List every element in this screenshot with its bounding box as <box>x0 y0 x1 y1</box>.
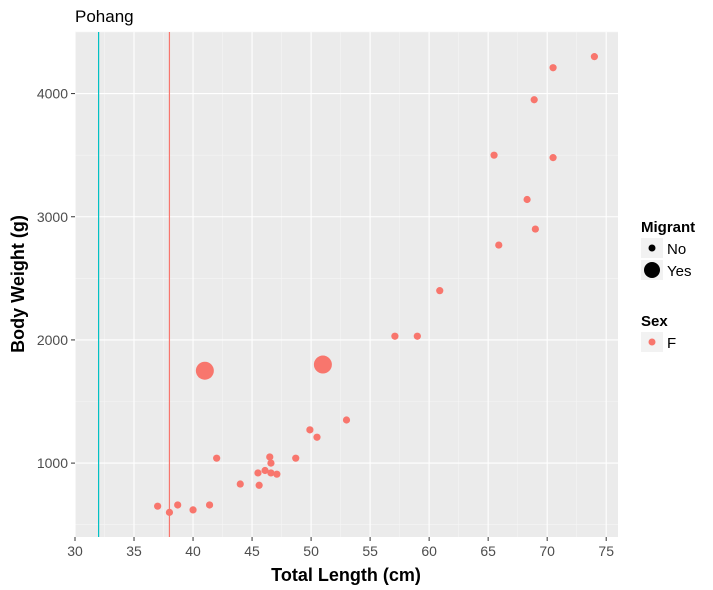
x-tick-label: 45 <box>244 543 260 559</box>
x-tick-label: 35 <box>126 543 142 559</box>
data-point <box>236 480 244 488</box>
data-point <box>523 195 531 204</box>
data-point <box>266 453 274 461</box>
data-point <box>267 469 275 477</box>
x-axis-ticks: 30 35 40 45 50 55 60 65 70 75 <box>67 537 614 559</box>
legend: Migrant No Yes Sex F <box>641 219 695 352</box>
data-point <box>530 96 538 104</box>
x-tick-label: 75 <box>598 543 614 559</box>
legend-migrant-title: Migrant <box>641 219 695 236</box>
x-tick-label: 30 <box>67 543 83 559</box>
legend-sex-title: Sex <box>641 313 668 330</box>
data-point <box>205 501 214 509</box>
data-point <box>531 225 539 233</box>
y-axis-ticks: 1000 2000 3000 4000 <box>37 86 75 471</box>
grid-minor-lines <box>75 31 618 537</box>
data-point <box>255 481 263 489</box>
grid-major-lines <box>74 32 618 537</box>
reference-lines <box>98 32 171 537</box>
x-tick-label: 50 <box>303 543 319 559</box>
x-axis-title: Total Length (cm) <box>271 565 421 585</box>
data-point <box>165 508 174 516</box>
y-axis-title: Body Weight (g) <box>8 215 28 353</box>
data-point <box>174 501 182 509</box>
legend-key-f <box>648 338 656 346</box>
data-point <box>154 502 162 510</box>
data-point <box>313 433 321 441</box>
y-tick-label: 1000 <box>37 455 68 471</box>
data-point <box>267 459 275 467</box>
data-point <box>213 454 221 462</box>
data-point <box>549 64 557 72</box>
data-point <box>391 332 399 340</box>
y-tick-label: 2000 <box>37 332 68 348</box>
plot-title: Pohang <box>75 7 134 26</box>
x-tick-label: 65 <box>480 543 496 559</box>
data-point <box>292 454 300 462</box>
data-point <box>273 470 281 478</box>
data-point <box>413 332 421 340</box>
data-point <box>306 426 314 434</box>
data-point <box>590 53 598 61</box>
data-point <box>313 355 332 374</box>
x-tick-label: 60 <box>421 543 437 559</box>
data-point <box>495 241 503 249</box>
data-point <box>342 416 351 424</box>
data-point <box>490 151 498 159</box>
data-point <box>261 466 269 475</box>
data-point <box>436 287 444 295</box>
plot-panel <box>75 32 618 537</box>
legend-label-f: F <box>667 335 676 352</box>
data-point <box>254 469 262 477</box>
x-tick-label: 40 <box>185 543 201 559</box>
data-point <box>189 506 197 514</box>
x-tick-label: 55 <box>362 543 378 559</box>
y-tick-label: 3000 <box>37 209 68 225</box>
data-point <box>549 154 557 162</box>
y-tick-label: 4000 <box>37 86 68 102</box>
legend-key-yes <box>644 262 660 278</box>
legend-label-yes: Yes <box>667 263 691 280</box>
legend-key-no <box>648 244 656 252</box>
legend-label-no: No <box>667 241 686 258</box>
data-points <box>154 53 598 516</box>
x-tick-label: 70 <box>539 543 555 559</box>
data-point <box>195 361 214 380</box>
